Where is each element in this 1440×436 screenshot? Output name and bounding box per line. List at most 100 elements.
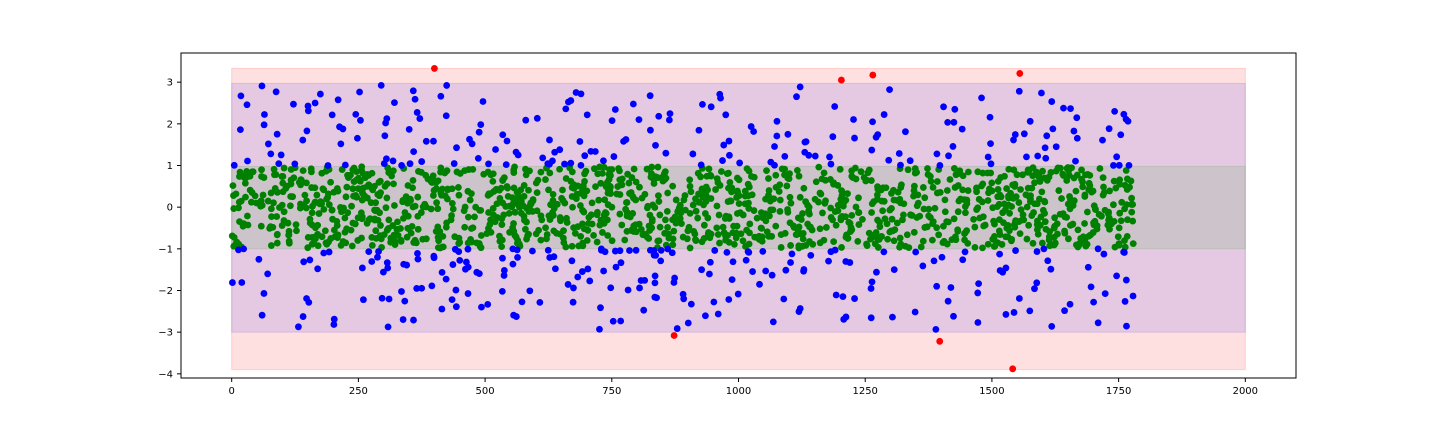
y-tick-label: −4	[158, 369, 173, 380]
scatter-point	[1072, 157, 1079, 165]
scatter-point	[728, 276, 736, 284]
scatter-point	[1040, 245, 1048, 253]
scatter-point	[406, 160, 414, 168]
scatter-point	[270, 199, 277, 207]
scatter-point	[243, 101, 251, 109]
scatter-point	[770, 195, 778, 203]
scatter-point	[435, 237, 443, 245]
scatter-point	[1011, 183, 1019, 190]
scatter-point	[669, 182, 677, 190]
scatter-point	[249, 168, 257, 176]
scatter-point	[988, 179, 996, 187]
scatter-point	[238, 279, 246, 286]
scatter-point	[500, 272, 508, 279]
scatter-point	[826, 176, 834, 183]
scatter-point	[1041, 218, 1049, 226]
y-tick-label: 1	[167, 161, 173, 172]
scatter-point	[577, 232, 585, 240]
scatter-point	[368, 241, 376, 249]
scatter-point	[492, 146, 499, 153]
scatter-point	[910, 228, 918, 236]
scatter-point	[348, 202, 355, 210]
scatter-point	[1024, 166, 1032, 174]
scatter-point	[448, 185, 456, 193]
scatter-point	[630, 165, 638, 173]
scatter-point	[657, 257, 665, 265]
scatter-point	[733, 174, 741, 182]
scatter-point	[691, 230, 699, 238]
scatter-point	[601, 196, 609, 204]
scatter-point	[616, 191, 624, 198]
scatter-point	[608, 117, 616, 124]
scatter-point	[297, 200, 304, 208]
scatter-point	[869, 118, 876, 126]
scatter-point	[545, 186, 552, 194]
scatter-point	[475, 270, 483, 278]
scatter-point	[651, 293, 659, 301]
scatter-point	[706, 234, 714, 242]
scatter-point	[257, 222, 265, 230]
scatter-point	[1048, 322, 1056, 330]
scatter-point	[553, 200, 561, 208]
scatter-point	[1079, 178, 1086, 186]
scatter-point	[330, 321, 338, 328]
scatter-point	[279, 188, 287, 196]
scatter-point	[985, 189, 992, 197]
scatter-point	[452, 303, 460, 311]
scatter-point	[1003, 185, 1010, 192]
scatter-point	[699, 100, 706, 108]
scatter-point	[1116, 209, 1124, 217]
scatter-point	[659, 177, 667, 185]
scatter-point	[509, 260, 517, 268]
scatter-point	[314, 265, 322, 273]
scatter-point	[907, 211, 914, 219]
scatter-point	[609, 317, 617, 325]
scatter-point	[950, 164, 958, 172]
scatter-point	[742, 256, 750, 264]
scatter-point	[714, 310, 722, 318]
scatter-point	[1117, 217, 1125, 225]
scatter-point	[683, 235, 691, 243]
scatter-point	[834, 182, 842, 189]
scatter-point	[1002, 264, 1010, 272]
scatter-point	[981, 221, 989, 229]
scatter-point	[704, 214, 712, 222]
scatter-point	[372, 199, 380, 207]
scatter-point	[453, 144, 460, 152]
scatter-point	[413, 109, 421, 116]
scatter-point	[574, 273, 582, 281]
scatter-point	[467, 236, 474, 243]
scatter-point	[802, 198, 810, 206]
scatter-point	[236, 126, 244, 134]
scatter-point	[749, 268, 756, 275]
scatter-point	[910, 182, 918, 190]
scatter-point	[520, 181, 528, 189]
scatter-point	[590, 165, 598, 173]
scatter-point	[533, 189, 541, 197]
scatter-point	[623, 199, 630, 206]
scatter-point	[706, 258, 714, 266]
scatter-point	[1117, 131, 1125, 139]
scatter-point	[998, 241, 1006, 248]
scatter-point	[443, 219, 451, 227]
scatter-point	[784, 130, 792, 138]
scatter-point	[610, 153, 618, 160]
scatter-point	[996, 231, 1004, 238]
scatter-point	[1081, 220, 1088, 227]
scatter-point	[1005, 165, 1013, 173]
scatter-point	[590, 231, 597, 239]
scatter-point	[711, 247, 719, 254]
scatter-point	[1000, 200, 1008, 208]
scatter-point	[725, 296, 733, 303]
scatter-point	[668, 249, 676, 257]
scatter-point	[714, 231, 722, 238]
scatter-point	[315, 210, 323, 217]
scatter-point	[514, 253, 521, 261]
scatter-point	[936, 337, 944, 345]
scatter-point	[441, 169, 449, 177]
scatter-point	[900, 211, 907, 219]
scatter-point	[304, 102, 312, 110]
scatter-point	[974, 204, 982, 212]
scatter-point	[1060, 104, 1067, 112]
scatter-point	[300, 258, 308, 266]
